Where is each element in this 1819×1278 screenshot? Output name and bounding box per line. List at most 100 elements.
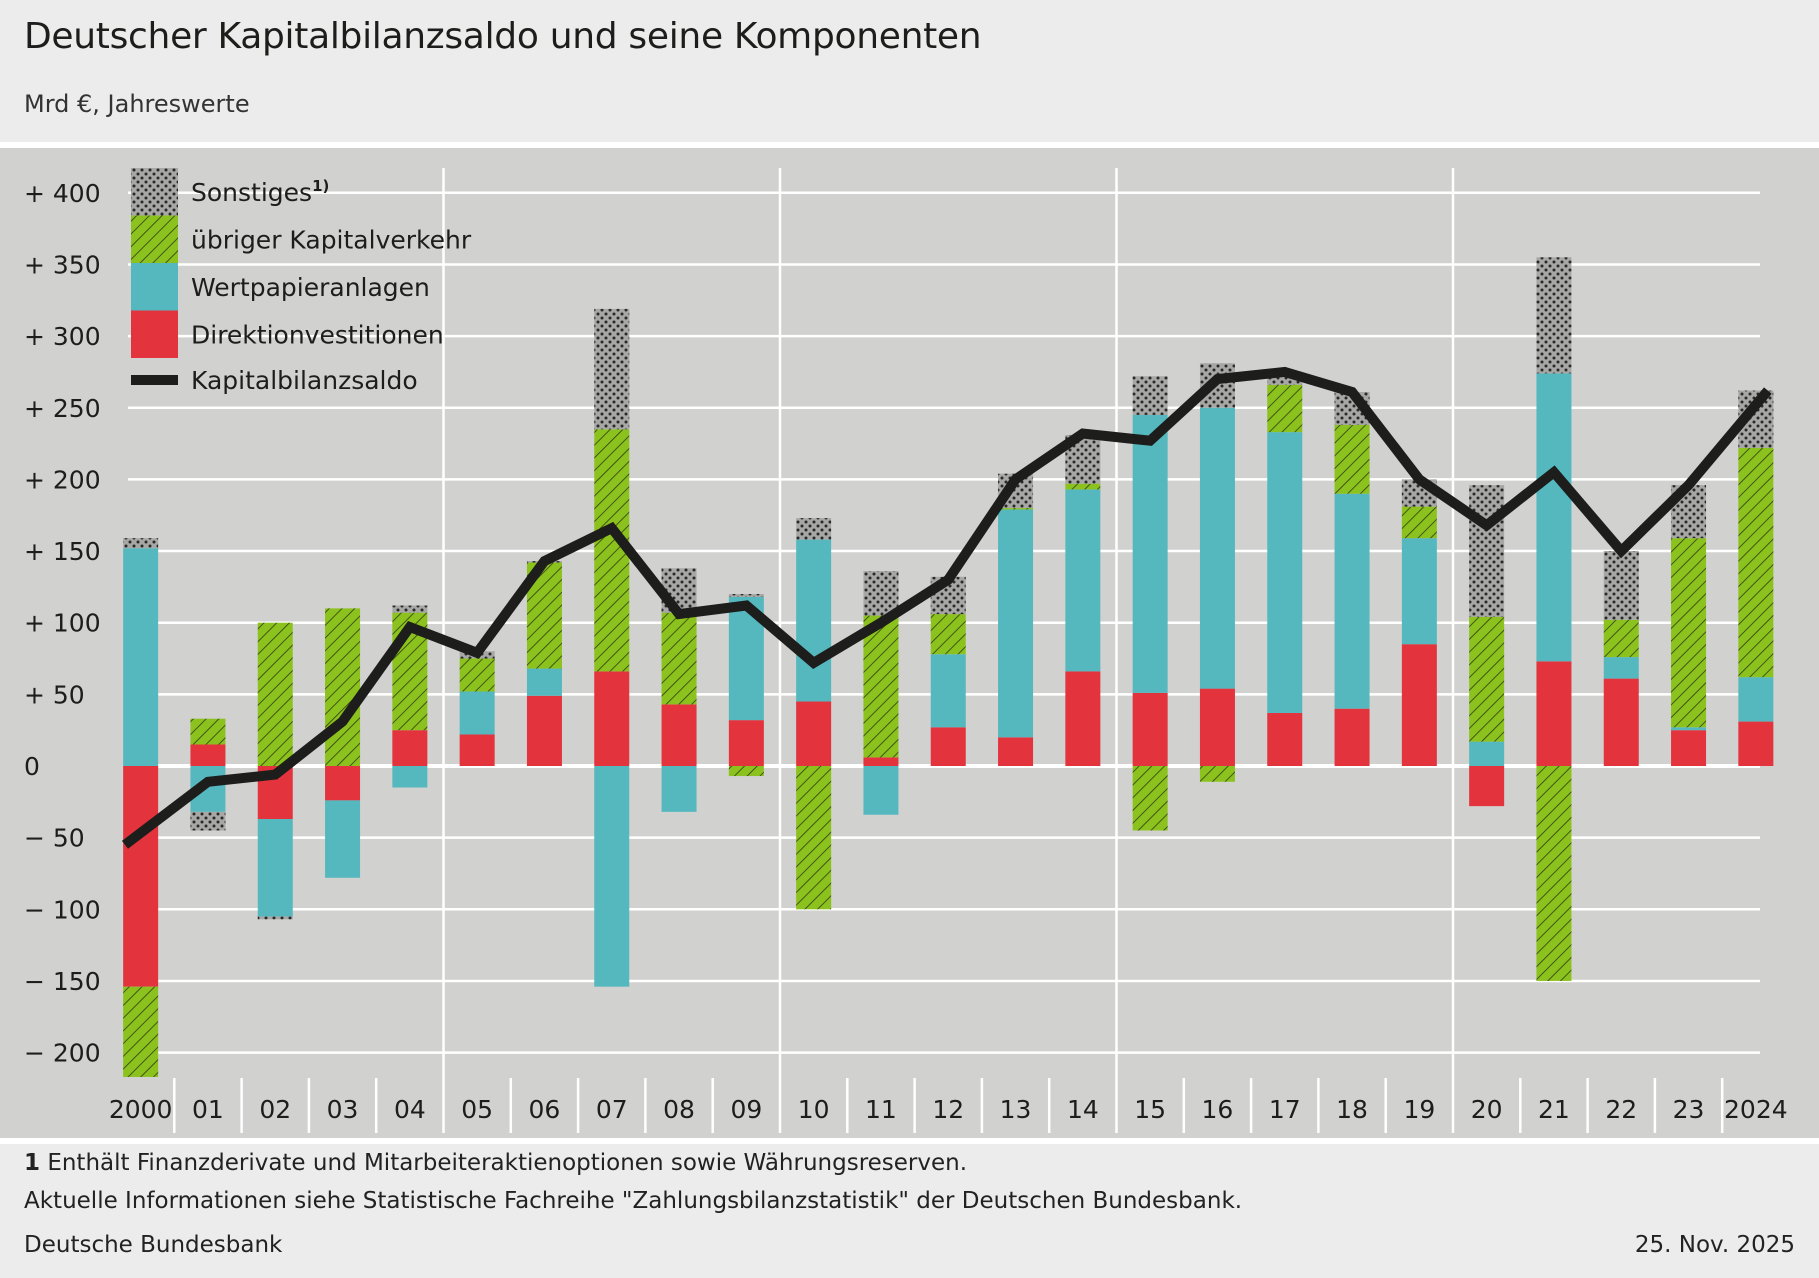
bar-übriger-kapitalverkehr: [998, 508, 1034, 510]
bar-sonstiges: [1469, 485, 1505, 617]
info-note: Aktuelle Informationen siehe Statistisch…: [24, 1188, 1243, 1214]
x-tick-label: 16: [1202, 1095, 1234, 1124]
y-tick-label: − 50: [24, 824, 85, 853]
x-tick-label: 01: [192, 1095, 224, 1124]
bar-direktionvestitionen: [1469, 766, 1505, 807]
bar-übriger-kapitalverkehr: [257, 622, 293, 766]
bar-wertpapieranlagen: [325, 800, 361, 878]
y-tick-label: − 200: [24, 1039, 101, 1068]
bar-wertpapieranlagen: [1267, 432, 1303, 713]
bar-wertpapieranlagen: [392, 766, 428, 788]
chart-subtitle: Mrd €, Jahreswerte: [24, 90, 250, 118]
legend-swatch: [131, 215, 178, 263]
bar-übriger-kapitalverkehr: [1671, 538, 1707, 728]
bar-übriger-kapitalverkehr: [1401, 506, 1437, 539]
bar-übriger-kapitalverkehr: [796, 766, 832, 910]
bar-sonstiges: [257, 916, 293, 920]
bar-wertpapieranlagen: [257, 819, 293, 917]
y-tick-label: + 200: [24, 465, 101, 494]
x-tick-label: 21: [1538, 1095, 1570, 1124]
x-tick-label: 17: [1269, 1095, 1301, 1124]
bar-übriger-kapitalverkehr: [728, 766, 764, 777]
bar-sonstiges: [392, 605, 428, 613]
bar-übriger-kapitalverkehr: [1738, 447, 1774, 678]
x-tick-label: 08: [663, 1095, 695, 1124]
bar-wertpapieranlagen: [1469, 741, 1505, 766]
y-tick-label: + 150: [24, 537, 101, 566]
bar-wertpapieranlagen: [998, 509, 1034, 738]
x-tick-label: 06: [529, 1095, 561, 1124]
bar-direktionvestitionen: [728, 720, 764, 766]
bar-direktionvestitionen: [325, 766, 361, 801]
bar-wertpapieranlagen: [1065, 489, 1101, 672]
bar-direktionvestitionen: [1065, 671, 1101, 766]
bar-übriger-kapitalverkehr: [325, 608, 361, 766]
bar-sonstiges: [863, 571, 899, 616]
bar-übriger-kapitalverkehr: [1334, 424, 1370, 494]
chart-panel: + 400 + 350 + 300 + 250 + 200 + 150 + 100 + 50 0…: [0, 142, 1819, 1144]
bar-übriger-kapitalverkehr: [661, 612, 697, 705]
bar-direktionvestitionen: [123, 766, 159, 987]
x-tick-label: 07: [596, 1095, 628, 1124]
legend-swatch: [131, 310, 178, 358]
bar-übriger-kapitalverkehr: [1267, 384, 1303, 433]
bar-direktionvestitionen: [1671, 730, 1707, 766]
bar-sonstiges: [123, 538, 159, 549]
y-tick-label: − 150: [24, 967, 101, 996]
x-tick-label: 23: [1673, 1095, 1705, 1124]
line-kapitalbilanzsaldo: [121, 366, 1772, 849]
x-tick-label: 12: [932, 1095, 964, 1124]
y-tick-label: − 100: [24, 895, 101, 924]
y-tick-label: + 400: [24, 179, 101, 208]
legend-label: Wertpapieranlagen: [191, 273, 430, 302]
bar-direktionvestitionen: [930, 727, 966, 766]
y-tick-label: + 300: [24, 322, 101, 351]
bar-wertpapieranlagen: [459, 691, 495, 735]
bar-übriger-kapitalverkehr: [1536, 766, 1572, 981]
footnote-text: Enthält Finanzderivate und Mitarbeiterak…: [40, 1150, 968, 1176]
x-tick-label: 03: [327, 1095, 359, 1124]
legend-label: Direktionvestitionen: [191, 321, 444, 350]
legend-swatch: [131, 263, 178, 311]
bar-wertpapieranlagen: [1199, 407, 1235, 689]
legend-label: Kapitalbilanzsaldo: [191, 366, 418, 395]
x-tick-label: 22: [1605, 1095, 1637, 1124]
bar-wertpapieranlagen: [661, 766, 697, 812]
bar-direktionvestitionen: [661, 704, 697, 766]
bar-direktionvestitionen: [190, 744, 226, 766]
bar-direktionvestitionen: [1267, 712, 1303, 766]
bar-direktionvestitionen: [1603, 678, 1639, 766]
bar-direktionvestitionen: [1132, 692, 1168, 766]
bar-wertpapieranlagen: [1132, 414, 1168, 693]
bar-direktionvestitionen: [998, 737, 1034, 766]
x-tick-label: 09: [730, 1095, 762, 1124]
bar-übriger-kapitalverkehr: [123, 986, 159, 1077]
bar-sonstiges: [594, 308, 630, 430]
x-tick-label: 11: [865, 1095, 897, 1124]
bar-wertpapieranlagen: [594, 766, 630, 987]
y-tick-label: + 250: [24, 394, 101, 423]
x-tick-label: 13: [1000, 1095, 1032, 1124]
bar-sonstiges: [1132, 376, 1168, 415]
chart: + 400 + 350 + 300 + 250 + 200 + 150 + 100 + 50 0…: [24, 168, 1788, 1133]
bar-wertpapieranlagen: [1738, 677, 1774, 722]
y-tick-label: 0: [24, 752, 40, 781]
bar-sonstiges: [796, 518, 832, 540]
bar-wertpapieranlagen: [526, 668, 562, 696]
bar-sonstiges: [728, 594, 764, 597]
bar-übriger-kapitalverkehr: [1199, 766, 1235, 782]
y-tick-label: + 350: [24, 250, 101, 279]
bar-wertpapieranlagen: [123, 548, 159, 766]
footnote-number: 1: [24, 1150, 41, 1176]
bar-wertpapieranlagen: [1401, 538, 1437, 645]
bar-übriger-kapitalverkehr: [1603, 619, 1639, 658]
bar-sonstiges: [1536, 257, 1572, 374]
bar-wertpapieranlagen: [1603, 657, 1639, 679]
bar-übriger-kapitalverkehr: [1065, 483, 1101, 490]
x-tick-label: 04: [394, 1095, 426, 1124]
date: 25. Nov. 2025: [1634, 1232, 1795, 1258]
y-tick-label: + 50: [24, 680, 85, 709]
y-tick-label: + 100: [24, 609, 101, 638]
bar-wertpapieranlagen: [1536, 373, 1572, 662]
bar-direktionvestitionen: [526, 695, 562, 766]
